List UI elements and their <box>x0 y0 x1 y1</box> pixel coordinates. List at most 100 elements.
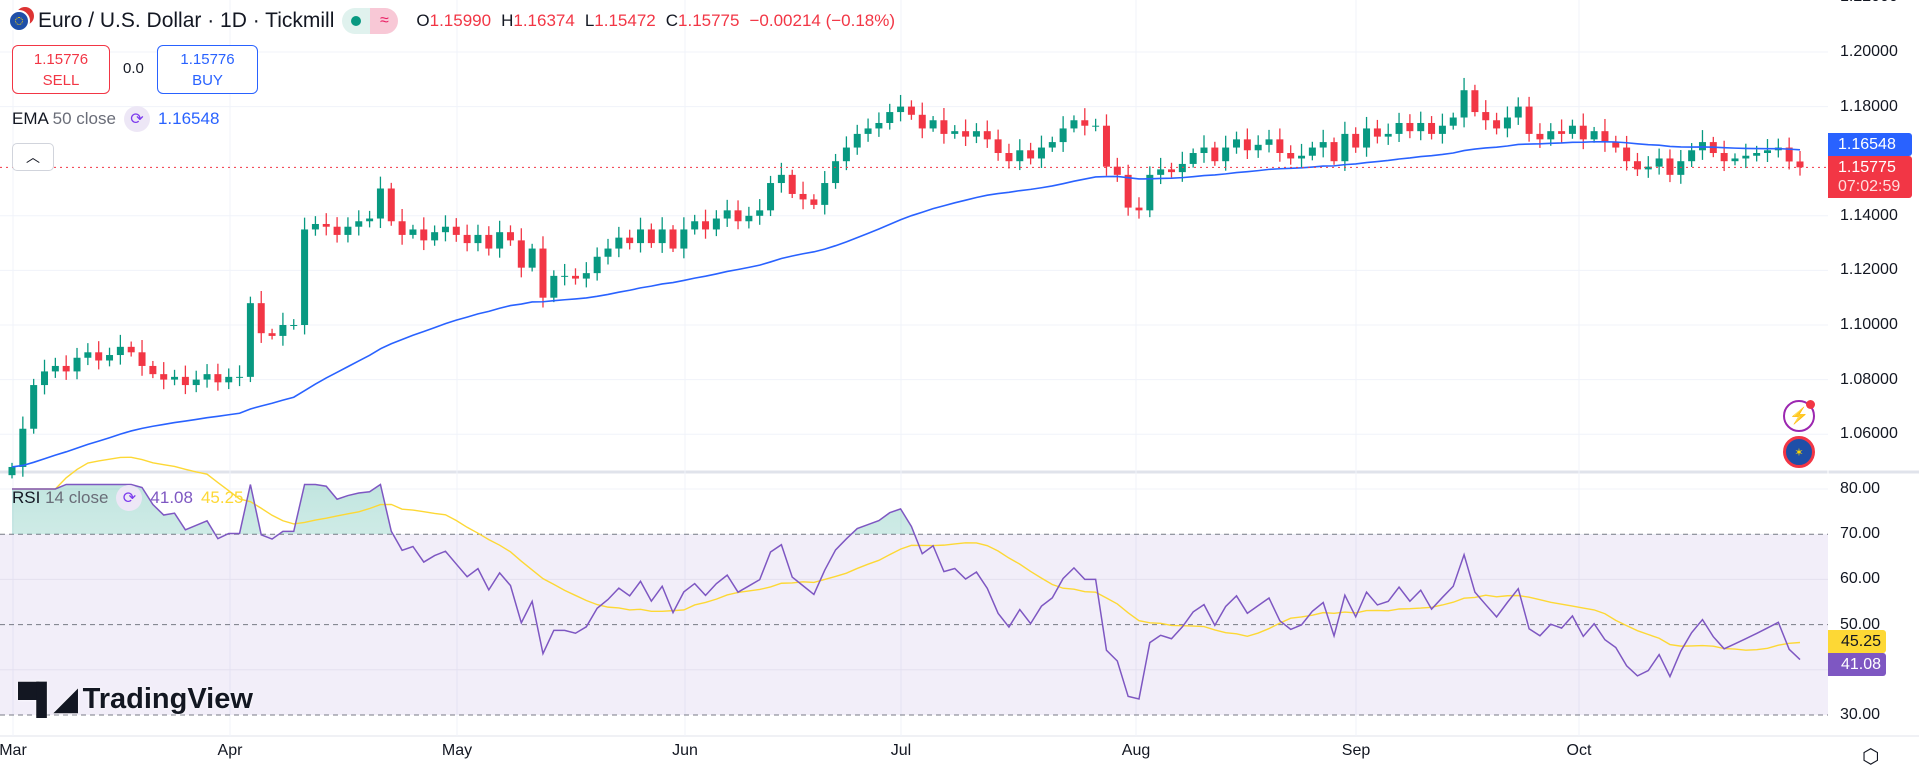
candle-body <box>225 376 233 383</box>
candle-body <box>929 120 937 129</box>
candle-body <box>875 122 883 129</box>
ohlc-change: −0.00214 (−0.18%) <box>749 11 896 30</box>
candle-body <box>626 237 634 244</box>
candle-body <box>810 199 818 205</box>
price-axis-label: 1.14000 <box>1840 206 1898 224</box>
candle-body <box>972 131 980 137</box>
candle-body <box>1352 133 1360 148</box>
candle-body <box>51 365 59 372</box>
candle-body <box>441 226 449 233</box>
candle-body <box>268 333 276 336</box>
candle-body <box>604 248 612 257</box>
candle-body <box>1092 125 1100 127</box>
candle-body <box>1005 153 1013 162</box>
candle-body <box>615 237 623 249</box>
candle-body <box>1233 139 1241 148</box>
collapse-legend-button[interactable]: ︿ <box>12 143 54 171</box>
rsi-axis-label: 80.00 <box>1840 480 1881 497</box>
candle-body <box>658 229 666 244</box>
candle-body <box>246 303 254 377</box>
candle-body <box>517 240 525 268</box>
candle-body <box>1493 120 1501 129</box>
ema-legend[interactable]: EMA 50 close ⟳ 1.16548 <box>12 106 219 132</box>
candle-body <box>1753 153 1761 156</box>
refresh-icon[interactable]: ⟳ <box>116 485 143 511</box>
candle-body <box>485 234 493 249</box>
candle-body <box>452 226 460 235</box>
candle-body <box>1124 174 1132 208</box>
candle-body <box>279 325 287 336</box>
candle-body <box>355 221 363 227</box>
rsi-axis-label: 60.00 <box>1840 570 1881 588</box>
price-axis-label: 1.18000 <box>1840 97 1898 115</box>
candle-body <box>1633 161 1641 170</box>
ema-name: EMA <box>12 109 48 128</box>
settings-gear-icon[interactable]: ⬡ <box>1862 746 1880 768</box>
candle-body <box>1438 125 1446 134</box>
time-axis-label: Aug <box>1121 742 1151 759</box>
rsi-name: RSI <box>12 488 41 507</box>
candle-body <box>1211 147 1219 162</box>
lightning-alert-icon[interactable]: ⚡ <box>1783 400 1815 432</box>
candle-body <box>1731 158 1739 162</box>
price-axis-label: 1.10000 <box>1840 316 1898 333</box>
candle-body <box>474 234 482 244</box>
market-status-pill[interactable]: ≈ <box>342 8 399 34</box>
candle-body <box>322 223 330 227</box>
candle-body <box>1720 153 1728 162</box>
chart-header: Euro / U.S. Dollar · 1D · Tickmill ≈ O1.… <box>8 6 895 36</box>
time-axis-label: Mar <box>0 742 27 759</box>
candle-body <box>1525 106 1533 134</box>
candle-body <box>1590 131 1598 140</box>
tradingview-logo[interactable]: ▀▌◢ TradingView <box>18 682 253 717</box>
candle-body <box>160 374 168 380</box>
market-open-dot-icon <box>342 8 371 34</box>
candle-body <box>1601 131 1609 143</box>
candle-body <box>62 365 70 372</box>
candle-body <box>1222 147 1230 162</box>
candle-body <box>1406 122 1414 132</box>
candle-body <box>1027 150 1035 159</box>
candle-body <box>1796 161 1804 168</box>
rsi-value: 41.08 <box>150 488 193 507</box>
candle-body <box>420 229 428 241</box>
candle-body <box>994 139 1002 154</box>
time-axis-label: Jun <box>672 742 698 759</box>
spread-value: 0.0 <box>123 60 144 77</box>
candle-body <box>1167 169 1175 173</box>
sell-button[interactable]: 1.15776 SELL <box>12 45 110 94</box>
candle-body <box>582 273 590 279</box>
candle-body <box>1384 133 1392 137</box>
candle-body <box>95 352 103 361</box>
candle-body <box>940 120 948 134</box>
candle-body <box>192 379 200 386</box>
candle-body <box>1363 128 1371 148</box>
eu-events-icon[interactable]: ✶ <box>1783 436 1815 468</box>
candle-body <box>1568 125 1576 134</box>
refresh-icon[interactable]: ⟳ <box>123 106 150 132</box>
candle-body <box>149 365 157 375</box>
candle-body <box>1482 112 1490 121</box>
buy-button[interactable]: 1.15776 BUY <box>157 45 258 94</box>
chevron-up-icon: ︿ <box>26 149 40 165</box>
candle-body <box>864 128 872 134</box>
ohlc-low: L1.15472 <box>584 11 656 30</box>
candle-body <box>1666 158 1674 175</box>
candle-body <box>907 106 915 115</box>
candle-body <box>734 210 742 222</box>
rsi-legend[interactable]: RSI 14 close ⟳ 41.08 45.25 <box>12 485 244 511</box>
candle-body <box>723 210 731 219</box>
candle-body <box>1178 163 1186 173</box>
candle-body <box>1655 158 1663 167</box>
candle-body <box>1395 122 1403 134</box>
candle-body <box>962 131 970 137</box>
candle-body <box>398 221 406 235</box>
candle-body <box>214 374 222 383</box>
candle-body <box>1102 125 1110 167</box>
candle-body <box>1547 131 1555 140</box>
candle-body <box>1146 174 1154 211</box>
rsi-axis-label: 50.00 <box>1840 615 1881 633</box>
candle-body <box>409 229 417 235</box>
symbol-title[interactable]: Euro / U.S. Dollar · 1D · Tickmill <box>38 9 335 32</box>
